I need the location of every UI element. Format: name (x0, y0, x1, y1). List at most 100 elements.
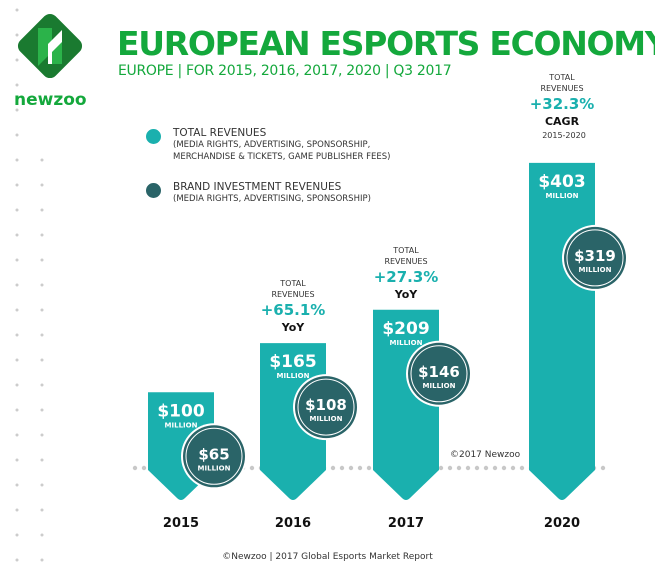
dot (15, 358, 19, 362)
legend-sublabel: (MEDIA RIGHTS, ADVERTISING, SPONSORSHIP) (173, 194, 371, 204)
growth-value-label: +65.1% (261, 301, 326, 319)
dot (15, 533, 19, 537)
brand-value-label: $65 (198, 445, 229, 463)
total-value-label: $209 (382, 319, 429, 339)
brand-investment-circle (564, 226, 626, 289)
period-label: 2015-2020 (542, 131, 586, 140)
baseline-dot (348, 465, 354, 471)
legend-sublabel: (MEDIA RIGHTS, ADVERTISING, SPONSORSHIP, (173, 140, 371, 150)
brand-circle-ring (566, 229, 624, 287)
newzoo-logo-icon (17, 13, 83, 79)
total-value-label: $165 (269, 352, 316, 372)
unit-label: MILLION (198, 464, 231, 472)
unit-label: MILLION (546, 192, 579, 200)
dot (15, 433, 19, 437)
annotation-label: TOTAL (548, 73, 575, 82)
unit-label: MILLION (165, 421, 198, 429)
baseline-dot (357, 465, 363, 471)
page-subtitle: EUROPE | FOR 2015, 2016, 2017, 2020 | Q3… (118, 63, 452, 79)
brand-investment-circle (408, 342, 470, 405)
dot (15, 233, 19, 237)
dot (40, 158, 44, 162)
total-value-label: $403 (538, 172, 585, 192)
dot (40, 558, 44, 562)
legend-label: BRAND INVESTMENT REVENUES (173, 181, 342, 193)
baseline-dot (132, 465, 138, 471)
dot (40, 483, 44, 487)
baseline-dot (492, 465, 498, 471)
dot (40, 533, 44, 537)
dot (40, 458, 44, 462)
year-label: 2020 (544, 516, 580, 531)
legend-item-total-revenues: TOTAL REVENUES (MEDIA RIGHTS, ADVERTISIN… (146, 127, 390, 163)
dot (15, 108, 19, 112)
dot (15, 483, 19, 487)
dot (40, 308, 44, 312)
baseline-dot (141, 465, 147, 471)
dot (15, 258, 19, 262)
dot (15, 458, 19, 462)
legend-sublabel: MERCHANDISE & TICKETS, GAME PUBLISHER FE… (173, 152, 391, 162)
dot (40, 508, 44, 512)
annotation-label: TOTAL (279, 279, 306, 288)
unit-label: MILLION (310, 415, 343, 423)
brand-value-label: $146 (418, 363, 460, 381)
annotation-label: REVENUES (271, 290, 314, 299)
brand-investment-circle (295, 376, 357, 439)
growth-kind-label: CAGR (545, 115, 580, 128)
dot (40, 283, 44, 287)
dot (40, 358, 44, 362)
dot (15, 33, 19, 37)
growth-value-label: +27.3% (374, 268, 439, 286)
brand-circle-ring (185, 427, 243, 485)
dot (15, 183, 19, 187)
year-label: 2015 (163, 516, 199, 531)
dot (15, 408, 19, 412)
brand-investment-circle (183, 425, 245, 488)
dot (15, 158, 19, 162)
total-value-label: $100 (157, 401, 204, 421)
dot (15, 308, 19, 312)
growth-kind-label: YoY (281, 321, 306, 334)
dot (15, 58, 19, 62)
baseline-dot (330, 465, 336, 471)
unit-label: MILLION (277, 372, 310, 380)
dot (15, 383, 19, 387)
baseline-dot (600, 465, 606, 471)
baseline-dot (366, 465, 372, 471)
year-label: 2016 (275, 516, 311, 531)
total-revenue-bar (529, 162, 595, 500)
baseline-dot (447, 465, 453, 471)
baseline-dot (519, 465, 525, 471)
dot (15, 508, 19, 512)
dot (15, 283, 19, 287)
dot (40, 433, 44, 437)
unit-label: MILLION (423, 382, 456, 390)
dot (15, 558, 19, 562)
dot (15, 8, 19, 12)
logo-text: newzoo (14, 90, 87, 110)
annotation-label: TOTAL (392, 246, 419, 255)
dot (40, 208, 44, 212)
baseline-dot (483, 465, 489, 471)
legend-label: TOTAL REVENUES (173, 127, 267, 139)
year-label: 2017 (388, 516, 424, 531)
baseline-dot (249, 465, 255, 471)
annotation-label: REVENUES (384, 257, 427, 266)
dot (40, 383, 44, 387)
baseline-dot (510, 465, 516, 471)
growth-value-label: +32.3% (530, 95, 595, 113)
dot (15, 208, 19, 212)
legend-swatch (146, 129, 161, 144)
dot (40, 333, 44, 337)
dot (40, 258, 44, 262)
legend-swatch (146, 183, 161, 198)
dot (15, 133, 19, 137)
dot (40, 183, 44, 187)
baseline-dot (456, 465, 462, 471)
unit-label: MILLION (390, 339, 423, 347)
brand-value-label: $108 (305, 396, 347, 414)
watermark: ©2017 Newzoo (450, 450, 521, 460)
